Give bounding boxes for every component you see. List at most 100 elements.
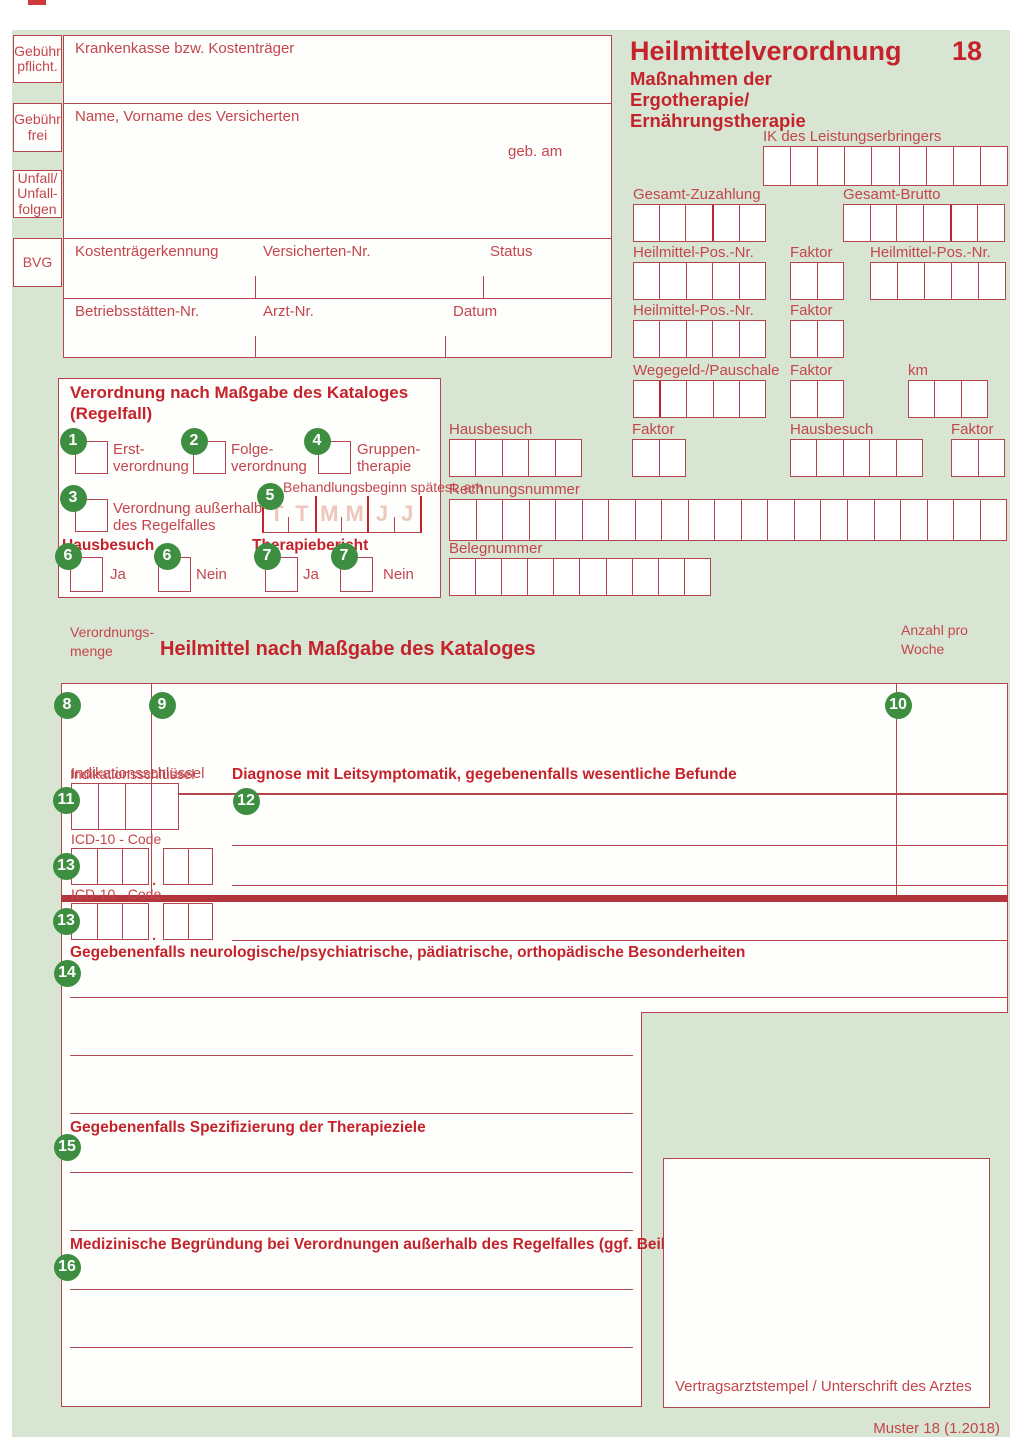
brutto-cell[interactable] <box>844 205 870 241</box>
writing-line-9[interactable] <box>70 1289 633 1290</box>
faktor1-field[interactable] <box>790 262 844 300</box>
pos3-cell[interactable] <box>634 321 659 357</box>
icd1-field-sub[interactable] <box>163 848 213 885</box>
rechnungsnummer-cell[interactable] <box>926 500 954 540</box>
ik-cell[interactable] <box>871 147 898 185</box>
km-field[interactable] <box>908 380 988 418</box>
rechnungsnummer-cell[interactable] <box>873 500 901 540</box>
faktor2-field[interactable] <box>790 320 844 358</box>
belegnummer-cell[interactable] <box>579 559 605 595</box>
date-cell-j[interactable]: J <box>393 496 420 532</box>
ik-cell[interactable] <box>790 147 817 185</box>
belegnummer-cell[interactable] <box>501 559 527 595</box>
zuzahlung-cell[interactable] <box>738 205 765 241</box>
faktor1-cell[interactable] <box>791 263 817 299</box>
zuzahlung-cell[interactable] <box>634 205 659 241</box>
indikation-cell[interactable] <box>124 784 152 829</box>
hausbesuch1-field[interactable] <box>449 439 582 477</box>
belegnummer-cell[interactable] <box>475 559 501 595</box>
faktor2-cell[interactable] <box>791 321 817 357</box>
zuzahlung-cell[interactable] <box>711 205 739 241</box>
belegnummer-cell[interactable] <box>683 559 710 595</box>
icd2-field-main[interactable] <box>71 903 149 940</box>
pos1-cell[interactable] <box>738 263 765 299</box>
tab-gebuehr-frei[interactable]: Gebühr frei <box>13 103 62 152</box>
ik-cell[interactable] <box>952 147 980 185</box>
belegnummer-field[interactable] <box>449 558 711 596</box>
pos3-cell[interactable] <box>712 321 738 357</box>
writing-line-6[interactable] <box>70 1113 633 1114</box>
brutto-cell[interactable] <box>949 205 978 241</box>
hausbesuch1-cell[interactable] <box>554 440 581 476</box>
ik-cell[interactable] <box>844 147 871 185</box>
brutto-cell[interactable] <box>977 205 1004 241</box>
pos2-cell[interactable] <box>978 263 1005 299</box>
date-cell-m[interactable]: M <box>340 496 367 532</box>
patient-box[interactable] <box>63 35 612 358</box>
writing-line-8[interactable] <box>70 1230 633 1231</box>
rechnungsnummer-cell[interactable] <box>555 500 582 540</box>
icd1-cell[interactable] <box>96 849 123 884</box>
icd2-cell[interactable] <box>122 904 148 939</box>
icd1-cell[interactable] <box>187 849 213 884</box>
rechnungsnummer-cell[interactable] <box>502 500 529 540</box>
date-cell-j[interactable]: J <box>367 496 394 532</box>
rechnungsnummer-cell[interactable] <box>528 500 556 540</box>
belegnummer-cell[interactable] <box>553 559 579 595</box>
doctor-stamp-box[interactable] <box>663 1158 990 1408</box>
pos1-field[interactable] <box>633 262 766 300</box>
writing-line-1[interactable] <box>232 845 1007 846</box>
wegegeld-cell[interactable] <box>634 381 659 417</box>
rechnungsnummer-cell[interactable] <box>793 500 821 540</box>
brutto-cell[interactable] <box>923 205 950 241</box>
hausbesuch1-cell[interactable] <box>450 440 475 476</box>
faktor3-cell[interactable] <box>791 381 817 417</box>
rechnungsnummer-cell[interactable] <box>979 500 1007 540</box>
indikation-field[interactable] <box>71 783 179 830</box>
pos3-cell[interactable] <box>738 321 765 357</box>
faktor4-cell[interactable] <box>633 440 659 476</box>
ik-cell[interactable] <box>817 147 844 185</box>
rechnungsnummer-cell[interactable] <box>900 500 927 540</box>
icd2-cell[interactable] <box>164 904 188 939</box>
pos2-cell[interactable] <box>871 263 897 299</box>
faktor4-field[interactable] <box>632 439 686 477</box>
faktor3-field[interactable] <box>790 380 844 418</box>
rechnungsnummer-cell[interactable] <box>740 500 768 540</box>
faktor2-cell[interactable] <box>816 321 844 357</box>
brutto-cell[interactable] <box>869 205 897 241</box>
hausbesuch2-cell[interactable] <box>816 440 842 476</box>
rechnungsnummer-cell[interactable] <box>714 500 741 540</box>
hausbesuch1-cell[interactable] <box>475 440 501 476</box>
pos2-cell[interactable] <box>951 263 978 299</box>
belegnummer-cell[interactable] <box>527 559 553 595</box>
ik-cell[interactable] <box>925 147 953 185</box>
hausbesuch1-cell[interactable] <box>501 440 528 476</box>
wegegeld-cell[interactable] <box>712 381 739 417</box>
hausbesuch1-cell[interactable] <box>528 440 554 476</box>
writing-line-2[interactable] <box>232 885 1007 886</box>
rechnungsnummer-cell[interactable] <box>634 500 662 540</box>
rechnungsnummer-cell[interactable] <box>846 500 874 540</box>
hausbesuch2-cell[interactable] <box>869 440 895 476</box>
hausbesuch2-cell[interactable] <box>895 440 922 476</box>
pos3-field[interactable] <box>633 320 766 358</box>
icd1-cell[interactable] <box>122 849 148 884</box>
heilmittel-table-area[interactable] <box>61 683 1008 1012</box>
pos1-cell[interactable] <box>712 263 738 299</box>
date-cell-t[interactable]: T <box>288 496 314 532</box>
faktor5-cell[interactable] <box>977 440 1005 476</box>
wegegeld-cell[interactable] <box>686 381 712 417</box>
indikation-cell[interactable] <box>151 784 178 829</box>
zuzahlung-cell[interactable] <box>685 205 711 241</box>
wegegeld-cell[interactable] <box>659 381 686 417</box>
rechnungsnummer-field[interactable] <box>449 499 1007 541</box>
belegnummer-cell[interactable] <box>657 559 684 595</box>
pos2-cell[interactable] <box>897 263 924 299</box>
notes-area[interactable] <box>61 1012 642 1407</box>
tab-bvg[interactable]: BVG <box>13 238 62 287</box>
writing-line-7[interactable] <box>70 1172 633 1173</box>
faktor5-field[interactable] <box>951 439 1005 477</box>
rechnungsnummer-cell[interactable] <box>450 500 476 540</box>
